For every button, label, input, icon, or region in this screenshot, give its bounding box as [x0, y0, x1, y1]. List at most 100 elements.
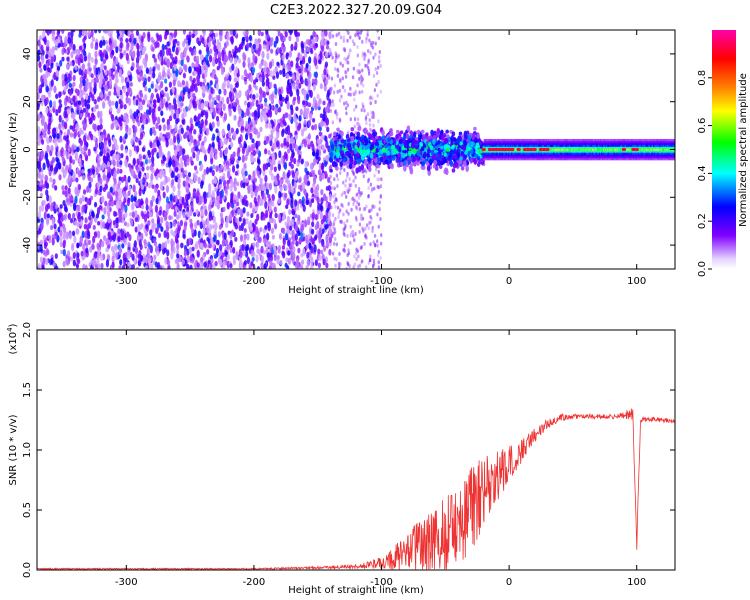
spectrogram-cell — [269, 81, 273, 89]
spectrogram-cell — [332, 194, 335, 199]
spectrogram-cell — [149, 165, 153, 170]
spectrogram-cell — [59, 103, 63, 108]
spectrogram-cell — [140, 161, 144, 167]
spectrogram-cell — [233, 50, 237, 57]
spectrogram-cell — [335, 173, 339, 178]
spectrogram-cell — [189, 218, 193, 224]
spectrogram-cell — [333, 241, 336, 246]
spectrogram-cell — [310, 237, 314, 243]
spectrogram-cell — [265, 30, 269, 36]
spectrogram-cell — [202, 109, 207, 116]
spectrogram-cell — [330, 205, 333, 210]
spectrogram-cell — [59, 59, 63, 67]
spectrogram-cell — [105, 222, 109, 228]
spectrogram-cell — [152, 108, 156, 114]
spectrogram-cell — [214, 222, 218, 231]
spectrogram-cell — [102, 221, 106, 229]
spectrogram-cell — [339, 171, 342, 176]
spectrogram-cell — [55, 265, 59, 269]
spectrogram-cell — [215, 103, 220, 109]
spectrogram-cell — [226, 253, 230, 261]
spectrogram-cell — [246, 233, 250, 241]
spectrogram-cell — [148, 211, 152, 218]
spectrogram-cell — [219, 258, 223, 267]
spectrogram-cell — [120, 152, 124, 159]
spectrogram-cell — [176, 242, 180, 251]
spectrogram-cell — [247, 128, 251, 136]
spectrogram-cell — [68, 163, 72, 172]
spectrogram-cell — [80, 250, 84, 257]
spectrogram-cell — [53, 208, 57, 214]
spectrogram-cell — [242, 60, 246, 68]
spectrogram-cell — [244, 154, 248, 161]
spectrogram-cell — [103, 155, 108, 164]
spectrogram-cell — [367, 193, 370, 198]
spectrogram-cell — [103, 65, 107, 70]
spectrogram-cell — [228, 108, 232, 117]
spectrogram-cell — [245, 133, 249, 141]
spectrogram-cell — [279, 178, 284, 185]
spectrogram-cell — [148, 151, 152, 159]
spectrogram-cell — [176, 144, 180, 152]
spectrogram-cell — [136, 158, 140, 166]
spectrogram-cell — [221, 238, 226, 247]
spectrogram-cell — [125, 38, 129, 44]
spectrogram-cell — [65, 164, 69, 170]
spectrogram-cell — [165, 102, 169, 108]
spectrogram-cell — [360, 81, 363, 86]
spectrogram-cell — [260, 245, 264, 254]
spectrogram-cell — [281, 54, 285, 61]
spectrogram-cell — [345, 174, 349, 179]
spectrogram-cell — [121, 30, 125, 34]
spectrogram-cell — [360, 216, 363, 221]
spectrogram-cell — [105, 247, 109, 253]
spectrogram-cell — [172, 78, 176, 87]
spectrogram-cell — [300, 128, 305, 137]
spectrogram-cell — [269, 39, 273, 47]
spectrogram-cell — [379, 89, 383, 94]
spectrogram-cell — [99, 177, 103, 185]
spectrogram-cell — [269, 48, 274, 54]
spectrogram-cell — [234, 66, 239, 74]
spectrogram-cell — [214, 32, 219, 37]
spectrogram-cell — [233, 57, 238, 65]
spectrogram-cell — [355, 167, 359, 174]
spectrogram-cell — [173, 63, 177, 72]
spectrogram-cell — [282, 171, 286, 180]
spectrogram-cell — [281, 129, 285, 138]
spectrogram-cell — [343, 221, 346, 226]
spectrogram-cell — [270, 173, 274, 181]
spectrogram-cell — [107, 231, 111, 239]
spectrogram-cell — [76, 191, 80, 197]
spectrogram-cell — [187, 37, 191, 46]
spectrogram-cell — [270, 93, 275, 100]
spectrogram-cell — [99, 39, 103, 49]
spectrogram-cell — [184, 169, 188, 176]
spectrogram-cell — [172, 72, 176, 81]
spectrogram-cell — [265, 188, 269, 196]
spectrogram-cell — [191, 147, 195, 154]
spectrogram-cell — [94, 57, 98, 66]
spectrogram-cell — [93, 85, 97, 94]
spectrogram-cell — [272, 69, 276, 75]
spectrogram-cell — [188, 102, 192, 109]
spectrogram-cell — [293, 96, 297, 102]
spectrogram-cell — [363, 57, 366, 62]
spectrogram-cell — [263, 263, 267, 269]
spectrogram-cell — [227, 244, 231, 251]
spectrogram-cell — [120, 75, 125, 84]
spectrogram-cell — [117, 180, 121, 186]
spectrogram-cell — [359, 31, 362, 36]
spectrogram-cell — [59, 221, 63, 228]
spectrogram-cell — [219, 212, 223, 218]
spectrogram-cell — [211, 96, 216, 103]
spectrogram-cell — [203, 154, 208, 162]
spectrogram-cell — [68, 82, 72, 88]
spectrogram-cell — [111, 153, 115, 162]
spectrogram-cell — [199, 166, 203, 172]
spectrogram-cell — [48, 137, 52, 143]
spectrogram-cell — [75, 263, 80, 269]
spectrogram-cell — [373, 173, 376, 178]
spectrogram-cell — [88, 215, 92, 221]
